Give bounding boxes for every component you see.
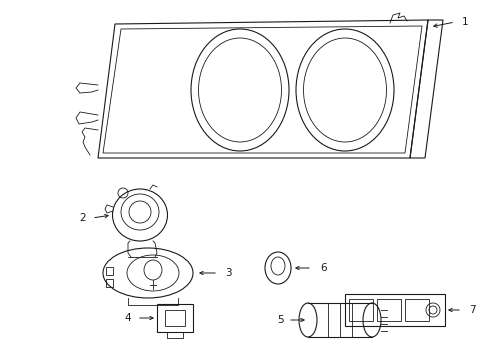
Text: 7: 7 [469, 305, 476, 315]
Bar [165, 310, 185, 326]
Text: 5: 5 [277, 315, 283, 325]
Text: 3: 3 [225, 268, 232, 278]
Bar [349, 299, 373, 321]
Text: 4: 4 [124, 313, 131, 323]
Bar [106, 267, 113, 275]
Text: 2: 2 [80, 213, 86, 223]
Bar [405, 299, 429, 321]
Text: 6: 6 [320, 263, 327, 273]
Bar [157, 304, 193, 332]
Bar [345, 294, 445, 326]
Text: 1: 1 [462, 17, 468, 27]
Bar [377, 299, 401, 321]
Bar [106, 279, 113, 287]
